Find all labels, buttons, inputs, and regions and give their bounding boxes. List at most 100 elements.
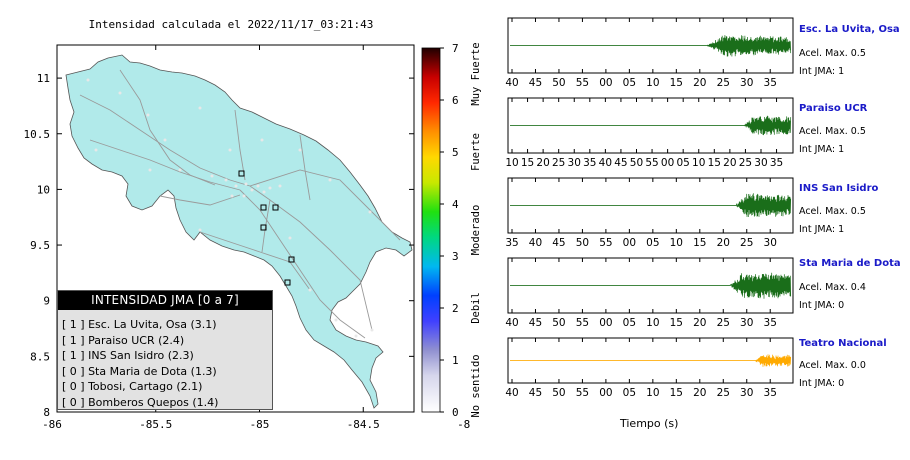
time-tick-label: 25 <box>739 157 752 169</box>
waveform-plot: 40 45 50 55 00 05 10 15 20 25 30 35 <box>505 257 794 329</box>
time-tick-label: 20 <box>693 387 706 399</box>
time-tick-label: 45 <box>529 317 542 329</box>
lat-tick-label: 8 <box>43 406 50 419</box>
time-tick-label: 40 <box>529 237 542 249</box>
waveform-plot: 10 15 20 25 30 35 40 45 50 55 00 05 10 15 20 25 30 35 <box>505 97 794 169</box>
time-tick-label: 30 <box>740 387 753 399</box>
colorbar-category-label: Muy Fuerte <box>470 42 482 105</box>
lat-tick-label: 8.5 <box>30 350 50 363</box>
time-tick-label: 40 <box>505 387 518 399</box>
time-tick-label: 10 <box>646 387 659 399</box>
waveform-trace <box>510 35 792 57</box>
time-tick-label: 45 <box>529 387 542 399</box>
time-tick-label: 25 <box>717 317 730 329</box>
colorbar-tick-label: 7 <box>452 42 459 55</box>
station-acel-1: Acel. Max. 0.5 <box>799 126 866 137</box>
colorbar-category-label: Debil <box>470 292 482 324</box>
station-acel-3: Acel. Max. 0.4 <box>799 282 866 293</box>
time-tick-label: 15 <box>693 237 706 249</box>
time-tick-label: 35 <box>764 77 777 89</box>
time-tick-label: 20 <box>536 157 549 169</box>
colorbar-tick-label: 5 <box>452 146 459 159</box>
station-name-4: Teatro Nacional <box>799 338 887 349</box>
time-tick-label: 30 <box>764 237 777 249</box>
time-tick-label: 35 <box>764 317 777 329</box>
time-tick-label: 00 <box>599 317 612 329</box>
time-tick-label: 55 <box>645 157 658 169</box>
time-tick-label: 25 <box>552 157 565 169</box>
time-tick-label: 30 <box>740 317 753 329</box>
legend-row: [ 1 ] Paraiso UCR (2.4) <box>62 333 185 347</box>
time-tick-label: 25 <box>717 77 730 89</box>
time-tick-label: 45 <box>614 157 627 169</box>
lat-tick-label: 10.5 <box>24 128 51 141</box>
lon-tick-label: -85.5 <box>139 418 172 431</box>
lon-tick-label: -84.5 <box>347 418 380 431</box>
lat-tick-label: 9.5 <box>30 239 50 252</box>
time-tick-label: 05 <box>623 317 636 329</box>
station-acel-2: Acel. Max. 0.5 <box>799 206 866 217</box>
colorbar-category-label: No sentido <box>470 354 482 417</box>
time-tick-label: 40 <box>505 77 518 89</box>
time-tick-label: 00 <box>599 77 612 89</box>
waveform-trace <box>510 272 792 299</box>
time-tick-label: 35 <box>583 157 596 169</box>
station-acel-4: Acel. Max. 0.0 <box>799 360 866 371</box>
station-name-3: Sta Maria de Dota <box>799 258 901 269</box>
time-tick-label: 35 <box>505 237 518 249</box>
time-tick-label: 20 <box>717 237 730 249</box>
time-tick-label: 45 <box>552 237 565 249</box>
colorbar-labels: Muy Fuerte Fuerte Moderado Debil No sentido <box>470 42 482 417</box>
legend-row: [ 0 ] Sta Maria de Dota (1.3) <box>62 364 217 378</box>
station-name-1: Paraiso UCR <box>799 103 868 114</box>
town-markers <box>86 78 374 338</box>
time-tick-label: 10 <box>692 157 705 169</box>
waveform-trace <box>510 115 792 136</box>
waveform-trace <box>510 354 792 367</box>
time-tick-label: 55 <box>576 317 589 329</box>
time-tick-label: 20 <box>693 317 706 329</box>
time-tick-label: 10 <box>670 237 683 249</box>
map-title: Intensidad calculada el 2022/11/17_03:21… <box>88 18 374 31</box>
colorbar-category-label: Moderado <box>470 205 482 256</box>
colorbar-ticks: 7 6 5 4 3 2 1 0 <box>440 42 459 419</box>
costa-rica-land <box>65 54 413 409</box>
lat-tick-label: 10 <box>37 183 50 196</box>
legend-row: [ 1 ] Esc. La Uvita, Osa (3.1) <box>62 318 217 331</box>
intensity-legend: INTENSIDAD JMA [0 a 7] [ 1 ] Esc. La Uvi… <box>57 290 273 410</box>
station-int-3: Int JMA: 0 <box>799 300 845 311</box>
lon-tick-label: -85 <box>250 418 270 431</box>
time-tick-label: 55 <box>599 237 612 249</box>
time-tick-label: 05 <box>623 387 636 399</box>
time-tick-label: 05 <box>676 157 689 169</box>
station-acel-0: Acel. Max. 0.5 <box>799 48 866 59</box>
longitude-axis: -86-85.5-85-84.5-84-83.5-83 <box>42 45 470 431</box>
time-tick-label: 00 <box>623 237 636 249</box>
station-name-0: Esc. La Uvita, Osa <box>799 24 900 35</box>
waveform-plot: 40 45 50 55 00 05 10 15 20 25 30 35 <box>505 337 794 399</box>
legend-header: INTENSIDAD JMA [0 a 7] <box>58 291 272 310</box>
station-int-4: Int JMA: 0 <box>799 378 845 389</box>
lon-tick-label: -84 <box>457 418 470 431</box>
time-tick-label: 10 <box>505 157 518 169</box>
colorbar-tick-label: 1 <box>452 354 459 367</box>
colorbar-tick-label: 2 <box>452 302 459 315</box>
intensity-colorbar: 7 6 5 4 3 2 1 0 Muy Fuerte Fuerte Moderado Debil No… <box>421 42 482 419</box>
latitude-axis: 11 10.5 10 9.5 9 8.5 8 <box>24 72 414 419</box>
waveform-plot: 35 40 45 50 55 00 05 10 15 20 25 30 <box>505 177 794 249</box>
legend-row: [ 0 ] Tobosi, Cartago (2.1) <box>62 380 203 394</box>
time-tick-label: 30 <box>740 77 753 89</box>
lat-tick-label: 11 <box>37 72 50 85</box>
legend-row: [ 1 ] INS San Isidro (2.3) <box>62 349 194 363</box>
time-tick-label: 55 <box>576 387 589 399</box>
time-tick-label: 20 <box>693 77 706 89</box>
station-int-2: Int JMA: 1 <box>799 224 845 235</box>
time-tick-label: 25 <box>740 237 753 249</box>
legend-row: [ 0 ] Bomberos Quepos (1.4) <box>62 395 219 409</box>
time-tick-label: 00 <box>599 387 612 399</box>
station-int-0: Int JMA: 1 <box>799 66 845 77</box>
colorbar-tick-label: 3 <box>452 250 459 263</box>
lat-tick-label: 9 <box>43 295 50 308</box>
time-tick-label: 50 <box>552 77 565 89</box>
